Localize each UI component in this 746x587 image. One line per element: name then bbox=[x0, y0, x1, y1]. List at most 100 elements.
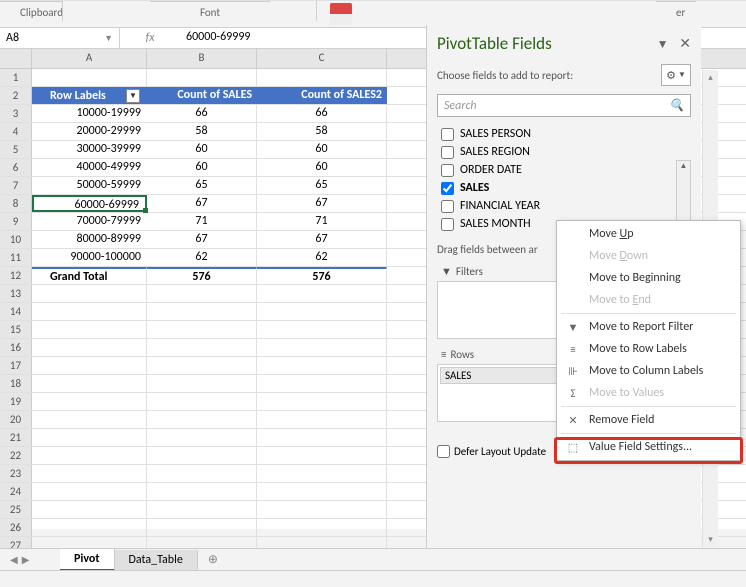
row-header[interactable]: 18 bbox=[0, 375, 32, 392]
field-checkbox[interactable] bbox=[441, 128, 454, 141]
cell-label[interactable]: 60000-69999 bbox=[32, 195, 147, 212]
pivot-count2-header[interactable]: Count of SALES2 bbox=[257, 87, 387, 104]
cell-v1[interactable]: 66 bbox=[147, 105, 257, 122]
cell-v2[interactable]: 67 bbox=[257, 195, 387, 212]
cell-v2[interactable]: 60 bbox=[257, 141, 387, 158]
cell-label[interactable]: 10000-19999 bbox=[32, 105, 147, 122]
cell-v1[interactable]: 65 bbox=[147, 177, 257, 194]
cell-v1[interactable]: 71 bbox=[147, 213, 257, 230]
field-checkbox[interactable] bbox=[441, 182, 454, 195]
row-header[interactable]: 6 bbox=[0, 159, 32, 176]
name-box[interactable]: A8 ▼ bbox=[0, 28, 120, 48]
cell-v1[interactable]: 67 bbox=[147, 231, 257, 248]
cell-v1[interactable]: 62 bbox=[147, 249, 257, 266]
ctx-item[interactable]: Move Up bbox=[557, 223, 740, 245]
row-header[interactable]: 13 bbox=[0, 285, 32, 302]
field-checkbox[interactable] bbox=[441, 164, 454, 177]
field-item[interactable]: ORDER DATE bbox=[437, 161, 691, 179]
cell-label[interactable]: 90000-100000 bbox=[32, 249, 147, 266]
row-header[interactable]: 25 bbox=[0, 501, 32, 518]
cell-v2[interactable]: 67 bbox=[257, 231, 387, 248]
prev-tab-icon[interactable]: ◀ bbox=[10, 553, 18, 566]
cell-label[interactable]: 20000-29999 bbox=[32, 123, 147, 140]
pdf-icon[interactable] bbox=[330, 3, 352, 25]
name-box-dropdown-icon[interactable]: ▼ bbox=[104, 33, 113, 44]
sheet-tab-data-table[interactable]: Data_Table bbox=[115, 550, 198, 570]
row-header[interactable]: 19 bbox=[0, 393, 32, 410]
row-header[interactable]: 5 bbox=[0, 141, 32, 158]
field-checkbox[interactable] bbox=[441, 200, 454, 213]
field-item[interactable]: FINANCIAL YEAR bbox=[437, 197, 691, 215]
pane-search-input[interactable]: Search 🔍 bbox=[437, 94, 691, 117]
pivot-count1-header[interactable]: Count of SALES bbox=[147, 87, 257, 104]
cell-v1[interactable]: 60 bbox=[147, 159, 257, 176]
cell-v2[interactable]: 71 bbox=[257, 213, 387, 230]
gear-button[interactable]: ⚙ ▼ bbox=[661, 64, 691, 86]
cell-v2[interactable]: 66 bbox=[257, 105, 387, 122]
scroll-up-icon[interactable]: ▴ bbox=[708, 72, 713, 83]
cell-v2[interactable]: 65 bbox=[257, 177, 387, 194]
row-header[interactable]: 16 bbox=[0, 339, 32, 356]
field-checkbox[interactable] bbox=[441, 146, 454, 159]
cell-label[interactable]: 70000-79999 bbox=[32, 213, 147, 230]
row-header[interactable]: 17 bbox=[0, 357, 32, 374]
col-header-A[interactable]: A bbox=[32, 49, 147, 68]
grand-total-v2[interactable]: 576 bbox=[257, 267, 387, 284]
ctx-item[interactable]: ▼Move to Report Filter bbox=[557, 316, 740, 338]
cell-v2[interactable]: 62 bbox=[257, 249, 387, 266]
col-header-B[interactable]: B bbox=[147, 49, 257, 68]
row-header[interactable]: 11 bbox=[0, 249, 32, 266]
field-item[interactable]: SALES PERSON bbox=[437, 125, 691, 143]
row-header[interactable]: 24 bbox=[0, 483, 32, 500]
row-header[interactable]: 8 bbox=[0, 195, 32, 212]
row-header[interactable]: 1 bbox=[0, 69, 32, 86]
ctx-item[interactable]: ⬚Value Field Settings... bbox=[557, 436, 740, 458]
cell-v1[interactable]: 60 bbox=[147, 141, 257, 158]
pivot-filter-dropdown-icon[interactable]: ▼ bbox=[126, 89, 140, 103]
field-item[interactable]: SALES REGION bbox=[437, 143, 691, 161]
sheet-tab-pivot[interactable]: Pivot bbox=[60, 549, 115, 571]
pane-menu-icon[interactable]: ▼ bbox=[657, 38, 669, 52]
row-header[interactable]: 21 bbox=[0, 429, 32, 446]
grand-total-label[interactable]: Grand Total bbox=[32, 267, 147, 284]
row-header[interactable]: 12 bbox=[0, 267, 32, 284]
row-header[interactable]: 23 bbox=[0, 465, 32, 482]
scroll-down-icon[interactable]: ▾ bbox=[708, 534, 713, 545]
cell-v2[interactable]: 58 bbox=[257, 123, 387, 140]
ctx-item[interactable]: ⊪Move to Column Labels bbox=[557, 360, 740, 382]
defer-layout-checkbox[interactable]: Defer Layout Update bbox=[437, 445, 546, 458]
tab-nav[interactable]: ◀▶ bbox=[0, 553, 60, 566]
ctx-item[interactable]: ✕Remove Field bbox=[557, 409, 740, 431]
next-tab-icon[interactable]: ▶ bbox=[22, 553, 30, 566]
fx-icon[interactable]: fx bbox=[146, 31, 155, 45]
grand-total-v1[interactable]: 576 bbox=[147, 267, 257, 284]
row-header[interactable]: 9 bbox=[0, 213, 32, 230]
row-header[interactable]: 26 bbox=[0, 519, 32, 536]
row-header[interactable]: 2 bbox=[0, 87, 32, 104]
ctx-item[interactable]: Move to Beginning bbox=[557, 267, 740, 289]
ctx-item[interactable]: ≡Move to Row Labels bbox=[557, 338, 740, 360]
cell-label[interactable]: 40000-49999 bbox=[32, 159, 147, 176]
row-header[interactable]: 22 bbox=[0, 447, 32, 464]
cell-label[interactable]: 50000-59999 bbox=[32, 177, 147, 194]
field-checkbox[interactable] bbox=[441, 218, 454, 231]
row-header[interactable]: 20 bbox=[0, 411, 32, 428]
row-header[interactable]: 10 bbox=[0, 231, 32, 248]
row-header[interactable]: 7 bbox=[0, 177, 32, 194]
col-header-C[interactable]: C bbox=[257, 49, 387, 68]
field-item[interactable]: SALES bbox=[437, 179, 691, 197]
row-header[interactable]: 14 bbox=[0, 303, 32, 320]
select-all-corner[interactable] bbox=[0, 49, 32, 68]
cell-v2[interactable]: 60 bbox=[257, 159, 387, 176]
cell-v1[interactable]: 58 bbox=[147, 123, 257, 140]
cell-label[interactable]: 30000-39999 bbox=[32, 141, 147, 158]
defer-checkbox-input[interactable] bbox=[437, 445, 450, 458]
cell-v1[interactable]: 67 bbox=[147, 195, 257, 212]
pane-close-icon[interactable]: ✕ bbox=[679, 35, 691, 52]
add-sheet-button[interactable]: ⊕ bbox=[198, 549, 228, 570]
scroll-up-icon[interactable]: ▲ bbox=[680, 161, 688, 171]
row-header[interactable]: 4 bbox=[0, 123, 32, 140]
cell-label[interactable]: 80000-89999 bbox=[32, 231, 147, 248]
pivot-row-labels-header[interactable]: Row Labels ▼ bbox=[32, 87, 147, 104]
row-header[interactable]: 15 bbox=[0, 321, 32, 338]
